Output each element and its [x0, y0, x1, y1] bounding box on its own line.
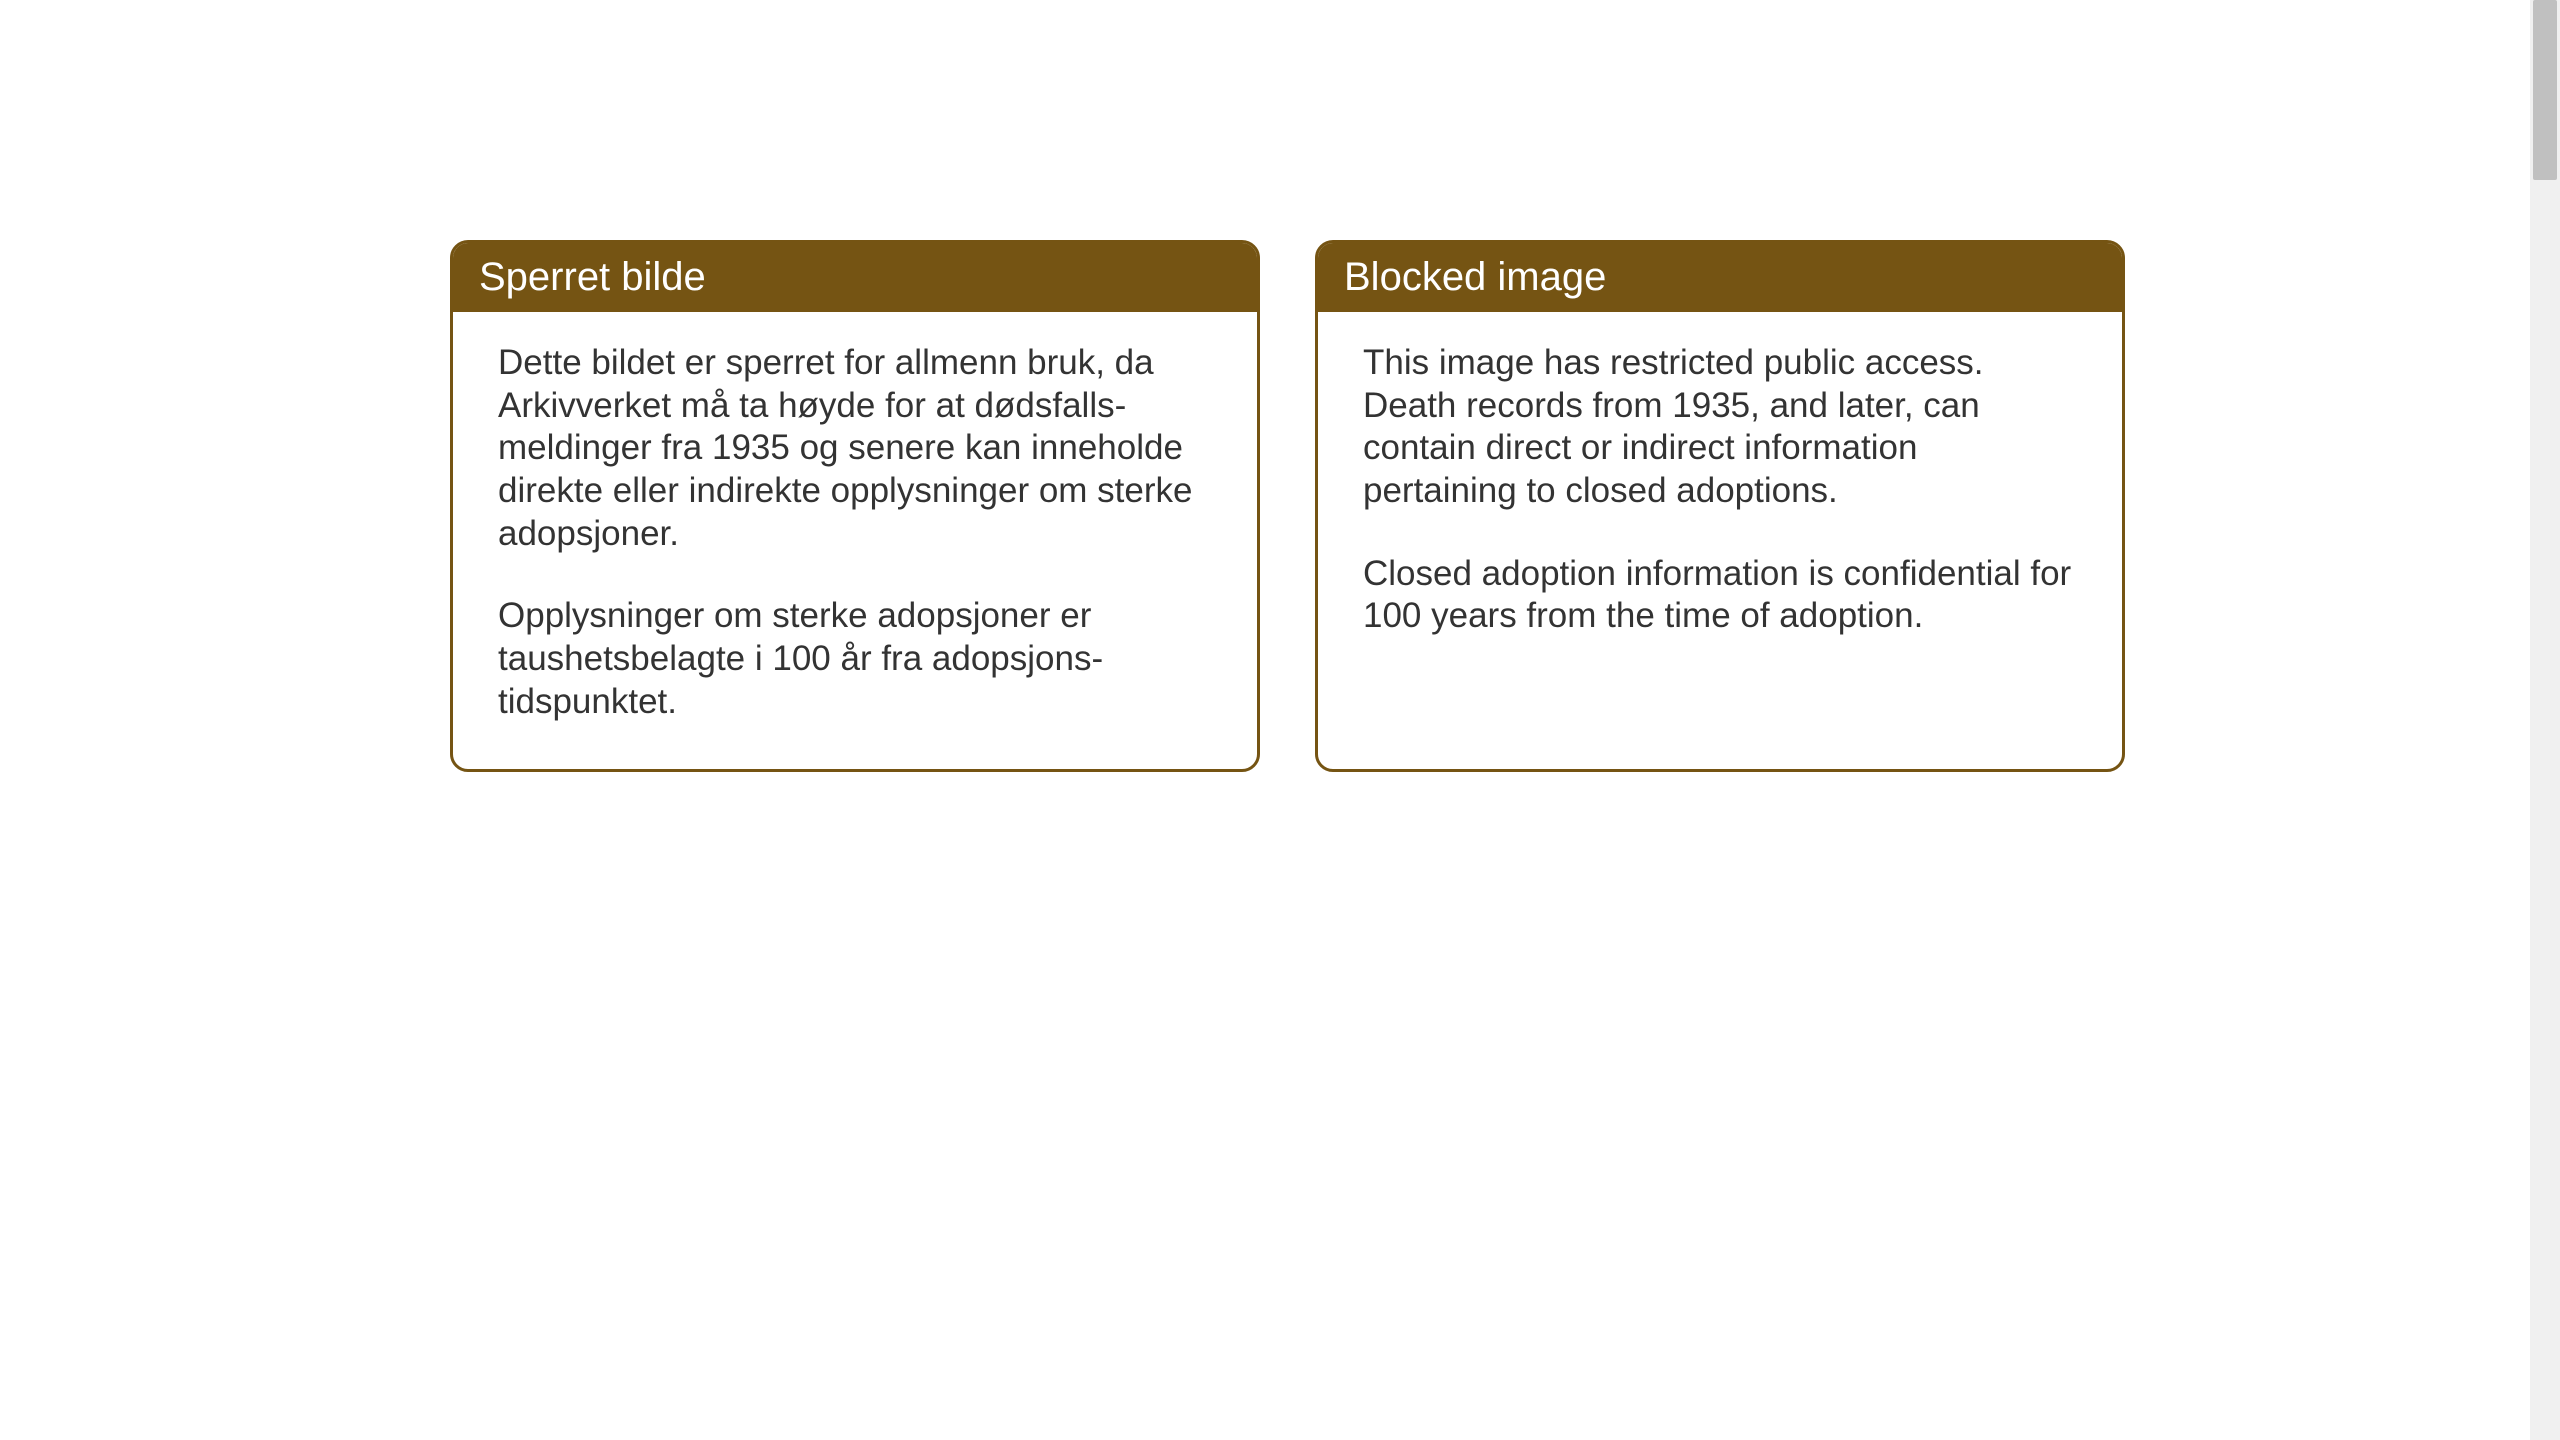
english-notice-card: Blocked image This image has restricted …	[1315, 240, 2125, 772]
norwegian-notice-card: Sperret bilde Dette bildet er sperret fo…	[450, 240, 1260, 772]
english-card-body: This image has restricted public access.…	[1318, 312, 2122, 728]
english-paragraph-1: This image has restricted public access.…	[1363, 342, 2077, 513]
norwegian-card-body: Dette bildet er sperret for allmenn bruk…	[453, 312, 1257, 769]
norwegian-paragraph-1: Dette bildet er sperret for allmenn bruk…	[498, 342, 1212, 555]
vertical-scrollbar[interactable]	[2530, 0, 2560, 1440]
english-card-title: Blocked image	[1318, 243, 2122, 312]
scrollbar-thumb[interactable]	[2533, 0, 2557, 180]
norwegian-paragraph-2: Opplysninger om sterke adopsjoner er tau…	[498, 595, 1212, 723]
notice-cards-container: Sperret bilde Dette bildet er sperret fo…	[450, 240, 2125, 772]
english-paragraph-2: Closed adoption information is confident…	[1363, 553, 2077, 638]
norwegian-card-title: Sperret bilde	[453, 243, 1257, 312]
